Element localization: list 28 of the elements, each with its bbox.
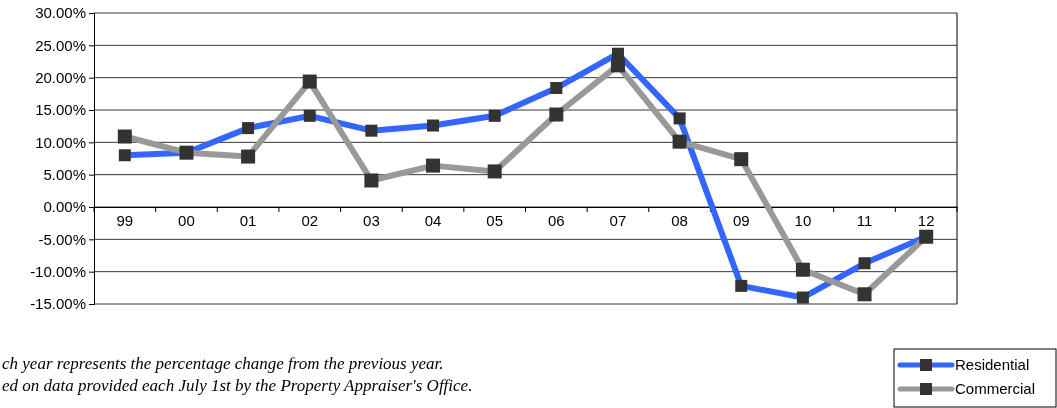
x-tick-label: 02 (301, 211, 319, 229)
legend-label: Residential (955, 356, 1030, 373)
x-tick-label: 01 (239, 211, 257, 229)
legend-label: Commercial (955, 380, 1036, 397)
y-tick-label: 0.00% (43, 198, 86, 216)
x-tick-label: 11 (856, 211, 873, 229)
y-tick-label: 15.00% (35, 101, 86, 119)
x-tick-label: 04 (424, 211, 442, 229)
y-tick-label: -5.00% (38, 230, 86, 248)
x-tick-label: 07 (609, 211, 627, 229)
x-tick-label: 05 (486, 211, 504, 229)
text: ch year represents the percentage change from the previous year. (2, 354, 444, 373)
y-tick-label: 5.00% (43, 165, 86, 183)
x-tick-label: 03 (363, 211, 380, 229)
x-tick-label: 12 (917, 211, 935, 229)
y-tick-label: -15.00% (30, 295, 86, 313)
x-tick-label: 99 (116, 211, 134, 229)
x-tick-label: 10 (794, 211, 812, 229)
x-tick-label: 08 (671, 211, 688, 229)
text: ed on data provided each July 1st by the Property Appraiser's Office. (2, 376, 473, 395)
y-tick-label: 10.00% (35, 133, 86, 151)
x-tick-label: 09 (732, 211, 750, 229)
y-tick-label: 25.00% (35, 36, 86, 54)
x-tick-label: 06 (547, 211, 565, 229)
y-tick-label: 20.00% (35, 68, 86, 86)
x-tick-label: 00 (178, 211, 195, 229)
y-tick-label: -10.00% (30, 262, 86, 280)
y-tick-label: 30.00% (35, 4, 86, 22)
